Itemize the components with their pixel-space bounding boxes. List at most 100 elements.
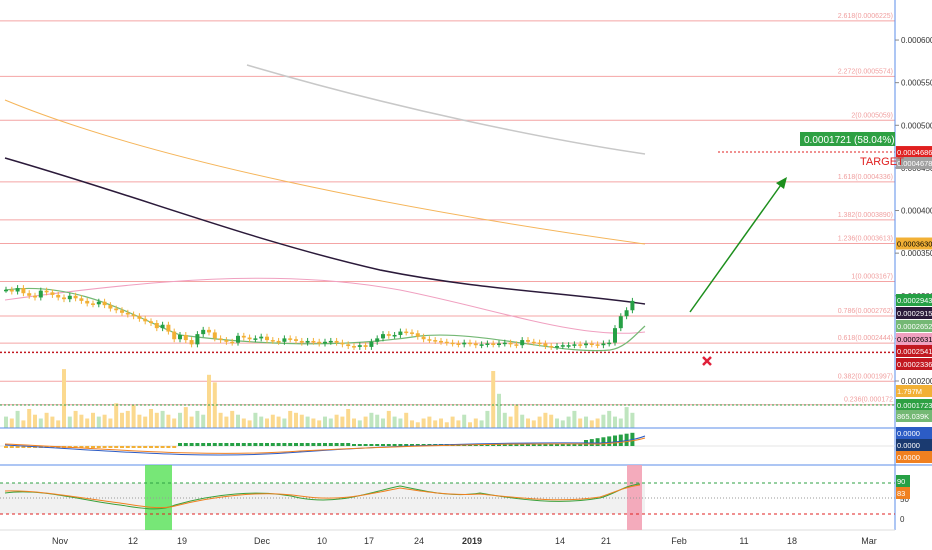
time-tick-label: 2019 <box>462 536 482 546</box>
candle-body <box>15 288 20 292</box>
time-tick-label: 21 <box>601 536 611 546</box>
candle-body <box>183 334 188 341</box>
candle-body <box>578 344 583 346</box>
candle-body <box>473 343 478 346</box>
time-tick-label: 14 <box>555 536 565 546</box>
candle-body <box>502 342 507 345</box>
volume-bar <box>381 418 385 428</box>
macd-histogram-bar <box>9 446 14 448</box>
volume-bar <box>334 414 339 428</box>
macd-histogram-bar <box>265 443 269 446</box>
volume-bar <box>15 410 20 428</box>
volume-bar <box>9 418 14 428</box>
volume-bar <box>555 418 559 428</box>
fib-level-label: 0.618(0.0002444) <box>838 335 893 342</box>
macd-histogram-bar <box>73 446 78 448</box>
candle-body <box>253 338 258 340</box>
volume-bar <box>363 416 368 428</box>
volume-bar <box>265 418 269 428</box>
price-tick-label: 0.0003500 <box>901 249 932 258</box>
macd-histogram-bar <box>85 446 90 448</box>
volume-bar <box>485 410 490 428</box>
candle-body <box>44 290 49 293</box>
macd-histogram-bar <box>137 446 142 448</box>
fib-level-label: 2.272(0.0005574) <box>838 68 893 75</box>
macd-histogram-bar <box>375 444 380 446</box>
price-badge <box>896 146 932 159</box>
candle-body <box>67 295 72 300</box>
macd-histogram-bar <box>241 443 246 446</box>
volume-bar <box>346 409 351 428</box>
candle-body <box>479 344 484 346</box>
macd-histogram-bar <box>317 443 322 446</box>
price-pane[interactable] <box>0 0 895 428</box>
target-arrow-head <box>776 177 787 189</box>
candle-body <box>613 328 617 343</box>
volume-bar <box>143 416 148 428</box>
price-badge-label: 83 <box>897 489 905 498</box>
volume-bar <box>514 405 519 428</box>
volume-bar <box>398 418 403 428</box>
fib-level-label: 1.618(0.0004336) <box>838 174 893 181</box>
macd-histogram-bar <box>502 444 507 446</box>
fib-level-label: 1.236(0.0003613) <box>838 236 893 243</box>
volume-bar <box>294 412 298 428</box>
volume-bar <box>444 422 449 428</box>
candle-body <box>549 346 554 348</box>
candle-body <box>276 340 281 343</box>
time-tick-label: 12 <box>128 536 138 546</box>
ma-pink-line <box>4 277 646 334</box>
volume-bar <box>392 416 397 428</box>
price-badge-label: 0.0000 <box>897 441 920 450</box>
price-tick-label: 0.0005000 <box>901 121 932 130</box>
x-mark <box>702 356 712 366</box>
candle-body <box>311 340 316 343</box>
macd-histogram-bar <box>514 444 519 446</box>
volume-bar <box>601 414 606 428</box>
macd-signal-line <box>4 437 646 454</box>
candle-body <box>230 341 235 344</box>
price-badge <box>896 385 932 397</box>
candle-body <box>294 339 298 341</box>
macd-histogram-bar <box>154 446 159 448</box>
volume-bar <box>491 371 496 428</box>
ma-grey-line <box>246 64 646 155</box>
price-badge-label: 0.0004686 <box>897 148 932 157</box>
price-badge-label: 0.0002541 <box>897 347 932 356</box>
volume-bar <box>415 422 420 428</box>
macd-histogram-bar <box>27 446 32 448</box>
volume-bar <box>328 418 333 428</box>
macd-histogram-bar <box>311 443 316 446</box>
macd-histogram-bar <box>160 446 165 448</box>
rsi-line <box>4 483 641 510</box>
candle-body <box>444 341 449 344</box>
macd-histogram-bar <box>578 444 583 446</box>
time-axis[interactable]: Nov 12 19 Dec 10 17 24 2019 14 21 Feb 11 18 Mar <box>52 536 877 546</box>
macd-pane <box>0 432 895 456</box>
volume-bar <box>114 403 119 428</box>
candle-body <box>27 293 32 296</box>
volume-bar <box>357 420 362 428</box>
price-badge <box>896 475 910 487</box>
price-badge-label: 0.0004678 <box>897 159 932 168</box>
volume-bar <box>259 416 264 428</box>
macd-histogram-bar <box>624 433 629 446</box>
macd-histogram-bar <box>392 444 397 446</box>
candle-body <box>514 344 519 346</box>
macd-histogram-bar <box>21 446 26 448</box>
volume-bar <box>253 412 258 428</box>
candle-body <box>491 343 496 345</box>
volume-bar <box>386 410 391 428</box>
candle-body <box>288 338 293 340</box>
candle-body <box>369 341 374 347</box>
candle-body <box>543 343 548 347</box>
price-badge-label: 0.0002631 <box>897 335 932 344</box>
candle-body <box>33 295 37 298</box>
volume-bar <box>276 416 281 428</box>
macd-histogram-bar <box>526 444 530 446</box>
macd-histogram-bar <box>410 444 414 446</box>
volume-bar <box>549 414 554 428</box>
macd-histogram-bar <box>270 443 275 446</box>
candle-body <box>618 316 623 329</box>
